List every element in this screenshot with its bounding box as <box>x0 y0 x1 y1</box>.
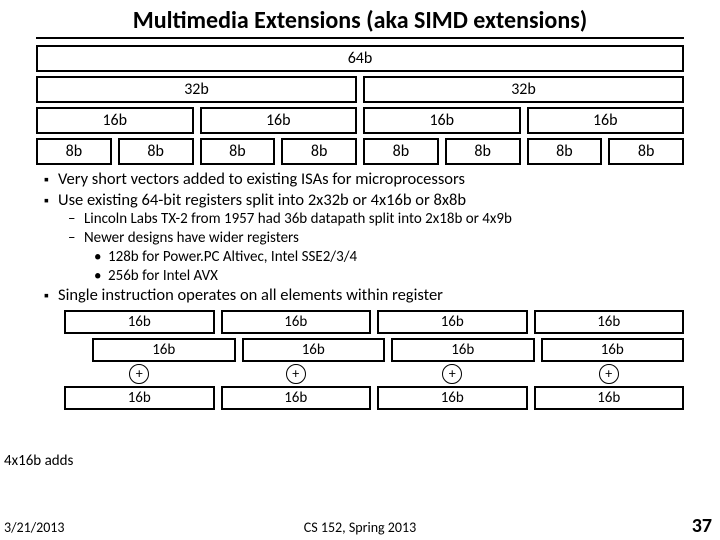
cell-16b: 16b <box>200 107 358 134</box>
cell-32b: 32b <box>363 76 684 103</box>
plus-icon: + <box>286 364 306 384</box>
result-cell: 16b <box>64 386 215 410</box>
simd-add-diagram: 16b 16b 16b 16b 16b 16b 16b 16b + + + + … <box>36 310 684 410</box>
operand-a-cell: 16b <box>534 310 685 334</box>
bullet-s2: Newer designs have wider registers <box>44 229 680 248</box>
plus-op: + <box>534 364 685 384</box>
cell-16b: 16b <box>36 107 194 134</box>
cell-8b: 8b <box>527 138 603 165</box>
plus-op: + <box>377 364 528 384</box>
operand-a-cell: 16b <box>64 310 215 334</box>
cell-8b: 8b <box>608 138 684 165</box>
bullet-p1: Very short vectors added to existing ISA… <box>44 169 680 190</box>
cell-8b: 8b <box>36 138 112 165</box>
page-title: Multimedia Extensions (aka SIMD extensio… <box>36 0 684 39</box>
bullet-ss1: 128b for Power.PC Altivec, Intel SSE2/3/… <box>44 248 680 267</box>
result-cell: 16b <box>221 386 372 410</box>
row-16b: 16b 16b 16b 16b <box>36 107 684 134</box>
plus-icon: + <box>129 364 149 384</box>
operand-b-row: 16b 16b 16b 16b <box>92 338 684 362</box>
cell-8b: 8b <box>445 138 521 165</box>
bullet-list: Very short vectors added to existing ISA… <box>44 169 680 306</box>
cell-8b: 8b <box>363 138 439 165</box>
bullet-p2: Use existing 64-bit registers split into… <box>44 190 680 211</box>
row-32b: 32b 32b <box>36 76 684 103</box>
bullet-s1: Lincoln Labs TX-2 from 1957 had 36b data… <box>44 210 680 229</box>
result-cell: 16b <box>377 386 528 410</box>
footer-course: CS 152, Spring 2013 <box>304 519 416 536</box>
cell-32b: 32b <box>36 76 357 103</box>
operand-a-row: 16b 16b 16b 16b <box>64 310 684 334</box>
bullet-p3: Single instruction operates on all eleme… <box>44 285 680 306</box>
operator-row: + + + + <box>64 364 684 384</box>
row-64b: 64b <box>36 45 684 72</box>
cell-8b: 8b <box>200 138 276 165</box>
operand-a-cell: 16b <box>221 310 372 334</box>
bullet-ss2: 256b for Intel AVX <box>44 267 680 286</box>
register-split-diagram: 64b 32b 32b 16b 16b 16b 16b 8b 8b 8b 8b … <box>36 45 684 165</box>
cell-16b: 16b <box>527 107 685 134</box>
cell-64b: 64b <box>36 45 684 72</box>
plus-icon: + <box>599 364 619 384</box>
cell-8b: 8b <box>281 138 357 165</box>
operand-b-cell: 16b <box>391 338 535 362</box>
operand-b-cell: 16b <box>541 338 685 362</box>
result-cell: 16b <box>534 386 685 410</box>
result-row: 16b 16b 16b 16b <box>64 386 684 410</box>
cell-16b: 16b <box>363 107 521 134</box>
footer-date: 3/21/2013 <box>4 519 64 536</box>
operand-b-cell: 16b <box>242 338 386 362</box>
footer-page-number: 37 <box>692 514 712 538</box>
cell-8b: 8b <box>118 138 194 165</box>
plus-op: + <box>64 364 215 384</box>
row-8b: 8b 8b 8b 8b 8b 8b 8b 8b <box>36 138 684 165</box>
operand-b-cell: 16b <box>92 338 236 362</box>
operand-a-cell: 16b <box>377 310 528 334</box>
plus-icon: + <box>442 364 462 384</box>
plus-op: + <box>221 364 372 384</box>
adds-label: 4x16b adds <box>4 452 73 470</box>
